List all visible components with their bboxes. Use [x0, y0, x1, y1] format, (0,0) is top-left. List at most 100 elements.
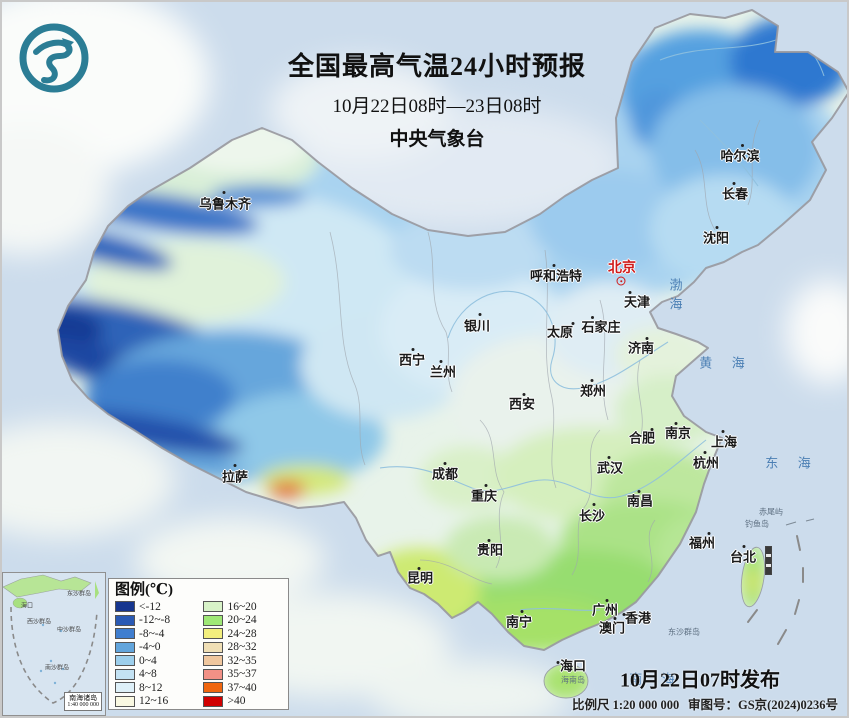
legend-color-swatch: [115, 641, 135, 653]
map-meta-line: 比例尺 1:20 000 000 审图号：GS京(2024)0236号: [572, 694, 838, 713]
city-label: 兰州: [430, 359, 456, 381]
city-label: 昆明: [407, 566, 433, 587]
city-dot-marker: [715, 225, 719, 229]
map-subtitle: 10月22日08时—23日08时: [332, 96, 542, 117]
legend-item: 37~40: [203, 681, 282, 695]
legend-item: 4~8: [115, 668, 195, 682]
city-label: 西安: [509, 392, 535, 413]
legend-item: 16~20: [203, 600, 282, 614]
legend-item: -8~-4: [115, 627, 195, 641]
legend-item: 24~28: [203, 627, 282, 641]
city-dot-marker: [613, 616, 617, 620]
inset-island-label: 东沙群岛: [66, 591, 92, 598]
agency-name: 中央气象台: [389, 129, 485, 150]
city-label: 广州: [592, 598, 618, 619]
legend-item: 20~24: [203, 614, 282, 628]
title-block: 全国最高气温24小时预报 10月22日08时—23日08时 中央气象台: [288, 46, 586, 151]
city-dot-marker: [607, 455, 611, 459]
city-label: 济南: [628, 336, 654, 357]
city-dot-marker: [233, 463, 237, 467]
legend-item: 28~32: [203, 641, 282, 655]
legend: 图例(℃) <-12 -12~-8 -8~-4 -4~0 0~4 4~8: [108, 578, 289, 710]
city-label: 南宁: [506, 609, 532, 631]
map-scale: 比例尺 1:20 000 000: [572, 698, 680, 712]
city-dot-marker: [645, 336, 649, 340]
inset-caption-scale: 1:40 000 000: [67, 702, 99, 708]
city-label: 福州: [689, 531, 715, 552]
inset-island-label: 中沙群岛: [56, 627, 82, 634]
sea-label: 东 海: [765, 455, 811, 471]
legend-color-swatch: [115, 655, 135, 667]
city-label: 北京: [608, 257, 636, 286]
city-dot-marker: [721, 429, 725, 433]
legend-color-swatch: [203, 695, 224, 707]
city-dot-marker: [622, 612, 626, 616]
legend-color-swatch: [203, 655, 224, 667]
sea-label: 渤海: [667, 278, 683, 316]
city-dot-marker: [439, 359, 443, 363]
legend-item: -4~0: [115, 641, 195, 655]
city-dot-marker: [616, 276, 626, 286]
island-label: 东沙群岛: [668, 627, 700, 637]
city-dot-marker: [628, 290, 632, 294]
city-dot-marker: [556, 660, 560, 664]
island-label: 海南岛: [561, 675, 585, 685]
city-dot-marker: [552, 263, 556, 267]
inset-caption-title: 南海诸岛: [69, 694, 98, 702]
legend-color-swatch: [203, 601, 224, 613]
city-dot-marker: [484, 483, 488, 487]
city-dot-marker: [703, 450, 707, 454]
legend-color-swatch: [115, 628, 135, 640]
legend-color-swatch: [115, 668, 135, 680]
legend-item: <-12: [115, 600, 195, 614]
inset-island-label: 海口: [20, 603, 34, 610]
city-dot-marker: [571, 321, 575, 325]
city-dot-marker: [411, 347, 415, 351]
legend-color-swatch: [203, 682, 224, 694]
legend-item: 32~35: [203, 654, 282, 668]
city-label: 哈尔滨: [720, 143, 760, 165]
city-label: 长沙: [579, 502, 605, 525]
city-label: 合肥: [629, 427, 655, 447]
legend-grid: <-12 -12~-8 -8~-4 -4~0 0~4 4~8 8~12: [115, 600, 282, 708]
inset-island-label: 西沙群岛: [26, 619, 52, 626]
legend-color-swatch: [203, 628, 224, 640]
city-dot-marker: [732, 181, 736, 185]
legend-item: >40: [203, 695, 282, 709]
inset-labels: 海口 东沙群岛西沙群岛 中沙群岛南沙群岛: [3, 573, 105, 715]
city-label: 南昌: [627, 489, 653, 510]
city-dot-marker: [417, 566, 421, 570]
city-dot-marker: [487, 538, 491, 542]
city-dot-marker: [590, 378, 594, 382]
map-title: 全国最高气温24小时预报: [287, 52, 587, 81]
sea-label: 南 海: [629, 671, 675, 687]
city-label: 长春: [722, 181, 748, 203]
city-dot-marker: [650, 427, 654, 431]
city-dot-marker: [707, 531, 711, 535]
legend-item: 35~37: [203, 668, 282, 682]
city-label: 太原: [547, 321, 575, 341]
city-label: 香港: [622, 608, 651, 627]
inset-caption: 南海诸岛 1:40 000 000: [64, 692, 102, 711]
sea-label: 黄 海: [699, 355, 745, 371]
inset-island-label: 南沙群岛: [44, 665, 70, 672]
city-dot-marker: [222, 190, 226, 194]
island-label: 钓鱼岛: [745, 519, 769, 529]
city-label: 南京: [665, 421, 691, 442]
city-label: 台北: [730, 544, 756, 566]
city-dot-marker: [592, 502, 596, 506]
city-label: 西宁: [399, 347, 425, 369]
city-dot-marker: [637, 489, 641, 493]
legend-color-swatch: [115, 614, 135, 626]
legend-color-swatch: [115, 695, 135, 707]
city-label: 上海: [711, 429, 737, 451]
city-label: 呼和浩特: [530, 263, 582, 285]
city-label: 天津: [624, 290, 650, 311]
city-label: 重庆: [471, 483, 497, 505]
city-label: 武汉: [597, 455, 623, 477]
south-china-sea-inset: 海口 东沙群岛西沙群岛 中沙群岛南沙群岛 南海诸岛 1:40 000 000: [2, 572, 106, 716]
legend-color-swatch: [203, 614, 224, 626]
